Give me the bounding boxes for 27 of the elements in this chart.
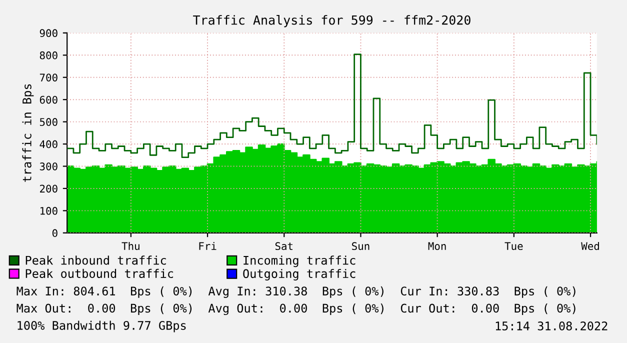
text: 15:14 31.08.2022	[496, 321, 608, 330]
text: Max Out: 0.00 Bps ( 0%) Avg Out: 0.00 Bps ( 0%) Cur Out: 0.00 Bps ( 0%)	[16, 304, 576, 316]
text: Max In: 804.61 Bps ( 0%) Avg In: 310.38 Bps ( 0%) Cur In: 330.83 Bps ( 0%)	[16, 286, 576, 298]
y-axis-title: traffic in Bps	[22, 84, 34, 182]
legend-label: Peak outbound traffic	[26, 268, 174, 278]
y-tick-label: 800	[40, 51, 58, 60]
x-tick-label: Sat	[275, 242, 293, 250]
y-tick-label: 100	[40, 206, 58, 215]
x-tick-label: Mon	[428, 242, 446, 250]
y-tick-label: 900	[40, 29, 58, 38]
x-tick-label: Tue	[504, 242, 523, 250]
legend-label: Incoming traffic	[244, 256, 356, 268]
y-tick-label: 0	[52, 229, 58, 238]
y-tick-label: 700	[40, 74, 58, 82]
legend-label: Outgoing traffic	[243, 268, 356, 280]
y-tick-label: 500	[40, 118, 58, 126]
y-tick-label: 600	[40, 96, 58, 104]
y-tick-label: 400	[40, 140, 58, 148]
y-tick-label: 200	[40, 184, 58, 193]
text: 100% Bandwidth 9.77 GBps	[18, 320, 186, 332]
x-tick-label: Fri	[199, 242, 216, 250]
x-tick-label: Sun	[352, 242, 370, 250]
chart-title: Traffic Analysis for 599 -- ffm2-2020	[193, 15, 470, 28]
x-tick-label: Thu	[122, 242, 140, 250]
y-tick-label: 300	[40, 162, 58, 170]
legend-label: Peak inbound traffic	[26, 256, 166, 265]
x-tick-label: Wed	[581, 242, 599, 250]
